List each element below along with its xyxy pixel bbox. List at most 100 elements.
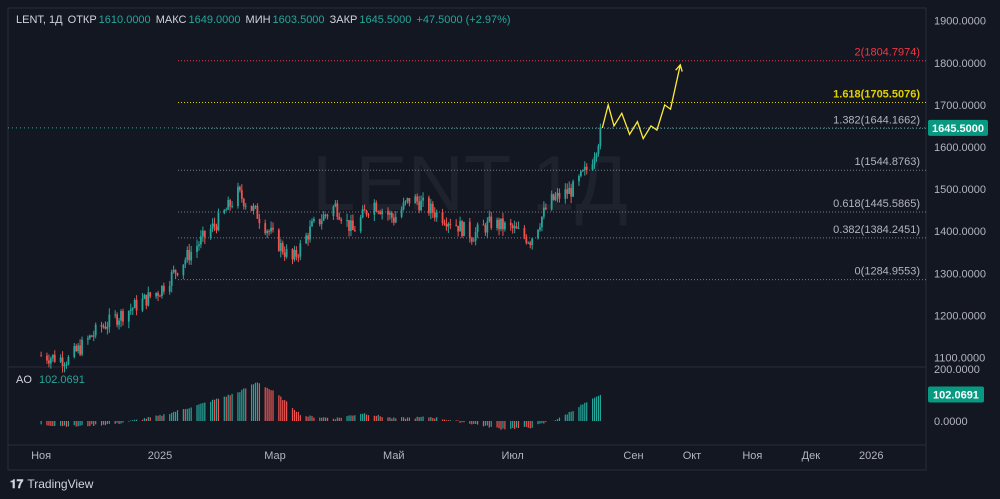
candle-body — [254, 205, 257, 207]
candle-body — [338, 216, 341, 220]
ao-tick-label: 200.0000 — [934, 364, 980, 376]
footer — [0, 471, 1000, 499]
candle-body — [441, 211, 444, 224]
candle-body — [190, 252, 193, 261]
ao-value-badge-label: 102.0691 — [933, 389, 979, 401]
candle-body — [77, 345, 80, 352]
candle-body — [40, 355, 43, 357]
candle-body — [61, 357, 64, 366]
time-tick-label: Ноя — [31, 450, 51, 462]
candle-body — [322, 214, 325, 221]
fib-level-label: 0.618(1445.5865) — [833, 198, 920, 210]
candle-body — [258, 218, 261, 224]
candle-body — [88, 335, 91, 339]
candle-body — [104, 326, 107, 329]
fib-level-label: 1.618(1705.5076) — [833, 89, 920, 101]
candle-body — [86, 338, 89, 340]
price-tick-label: 1300.0000 — [934, 268, 986, 280]
chart-border — [7, 7, 927, 471]
projection-arrowhead — [675, 63, 683, 72]
candle-body — [100, 324, 103, 327]
candle-body — [427, 197, 430, 214]
time-tick-label: Июл — [502, 450, 524, 462]
symbol-label[interactable]: LENT, 1Д — [16, 14, 63, 26]
candle-body — [435, 211, 438, 218]
candle-body — [527, 242, 530, 244]
candle-body — [517, 228, 520, 230]
candle-body — [379, 212, 382, 215]
candle-body — [400, 209, 403, 217]
tradingview-logo-icon: 𝟏𝟕 — [10, 477, 24, 491]
candle-body — [293, 249, 296, 260]
candles-group — [40, 123, 602, 373]
candle-body — [65, 364, 68, 366]
change-value: +47.5000 (+2.97%) — [416, 14, 511, 26]
candle-body — [556, 192, 559, 197]
candle-body — [414, 196, 417, 204]
candle-body — [170, 271, 173, 287]
candle-body — [141, 298, 144, 311]
candle-body — [498, 219, 500, 230]
candle-body — [564, 189, 567, 199]
candle-body — [297, 256, 300, 258]
projection-path — [601, 64, 681, 141]
candle-body — [81, 339, 83, 355]
fib-level-label: 0.382(1384.2451) — [833, 224, 920, 236]
candle-body — [127, 310, 130, 322]
candle-body — [389, 212, 391, 215]
candle-body — [340, 219, 343, 221]
candle-body — [155, 292, 157, 297]
candle-body — [595, 153, 598, 158]
high-value: 1649.0000 — [188, 14, 241, 26]
time-tick-label: 2026 — [859, 450, 883, 462]
candle-body — [133, 299, 136, 309]
candle-body — [597, 145, 600, 154]
candle-body — [48, 360, 50, 364]
candle-body — [476, 224, 479, 232]
open-label: ОТКР — [67, 14, 97, 26]
candle-body — [474, 231, 477, 241]
ao-header[interactable]: AO 102.0691 — [16, 374, 85, 386]
candle-body — [299, 243, 302, 257]
candle-body — [172, 269, 175, 272]
candle-body — [252, 206, 255, 211]
ao-histogram — [40, 382, 601, 430]
open-value: 1610.0000 — [98, 14, 151, 26]
candle-body — [174, 269, 177, 274]
candle-body — [67, 356, 70, 365]
tradingview-logo[interactable]: 𝟏𝟕 TradingView — [10, 477, 93, 492]
candle-body — [541, 216, 543, 228]
candle-body — [213, 223, 216, 227]
candle-body — [332, 206, 335, 217]
candle-body — [92, 335, 95, 337]
candle-body — [307, 235, 309, 240]
candle-body — [511, 225, 514, 229]
candle-body — [149, 292, 152, 297]
candle-body — [416, 196, 419, 202]
candle-body — [114, 314, 117, 316]
candle-body — [433, 212, 436, 218]
candle-body — [51, 354, 54, 359]
candle-body — [129, 309, 132, 311]
candle-body — [363, 209, 366, 211]
candle-body — [484, 225, 487, 233]
candle-body — [455, 224, 458, 226]
candle-body — [79, 345, 81, 355]
ao-tick-label: 0.0000 — [934, 416, 968, 428]
candle-body — [270, 227, 272, 232]
price-tick-label: 1200.0000 — [934, 310, 986, 322]
candle-body — [227, 200, 230, 210]
candle-body — [539, 227, 541, 230]
candle-body — [223, 210, 226, 213]
candle-body — [503, 222, 506, 230]
candle-body — [266, 230, 269, 234]
candle-body — [515, 226, 518, 229]
ao-label: AO — [16, 374, 32, 386]
candle-body — [482, 224, 485, 226]
candle-body — [291, 249, 294, 260]
candle-body — [350, 220, 352, 231]
close-label: ЗАКР — [329, 14, 358, 26]
candle-body — [554, 196, 557, 200]
